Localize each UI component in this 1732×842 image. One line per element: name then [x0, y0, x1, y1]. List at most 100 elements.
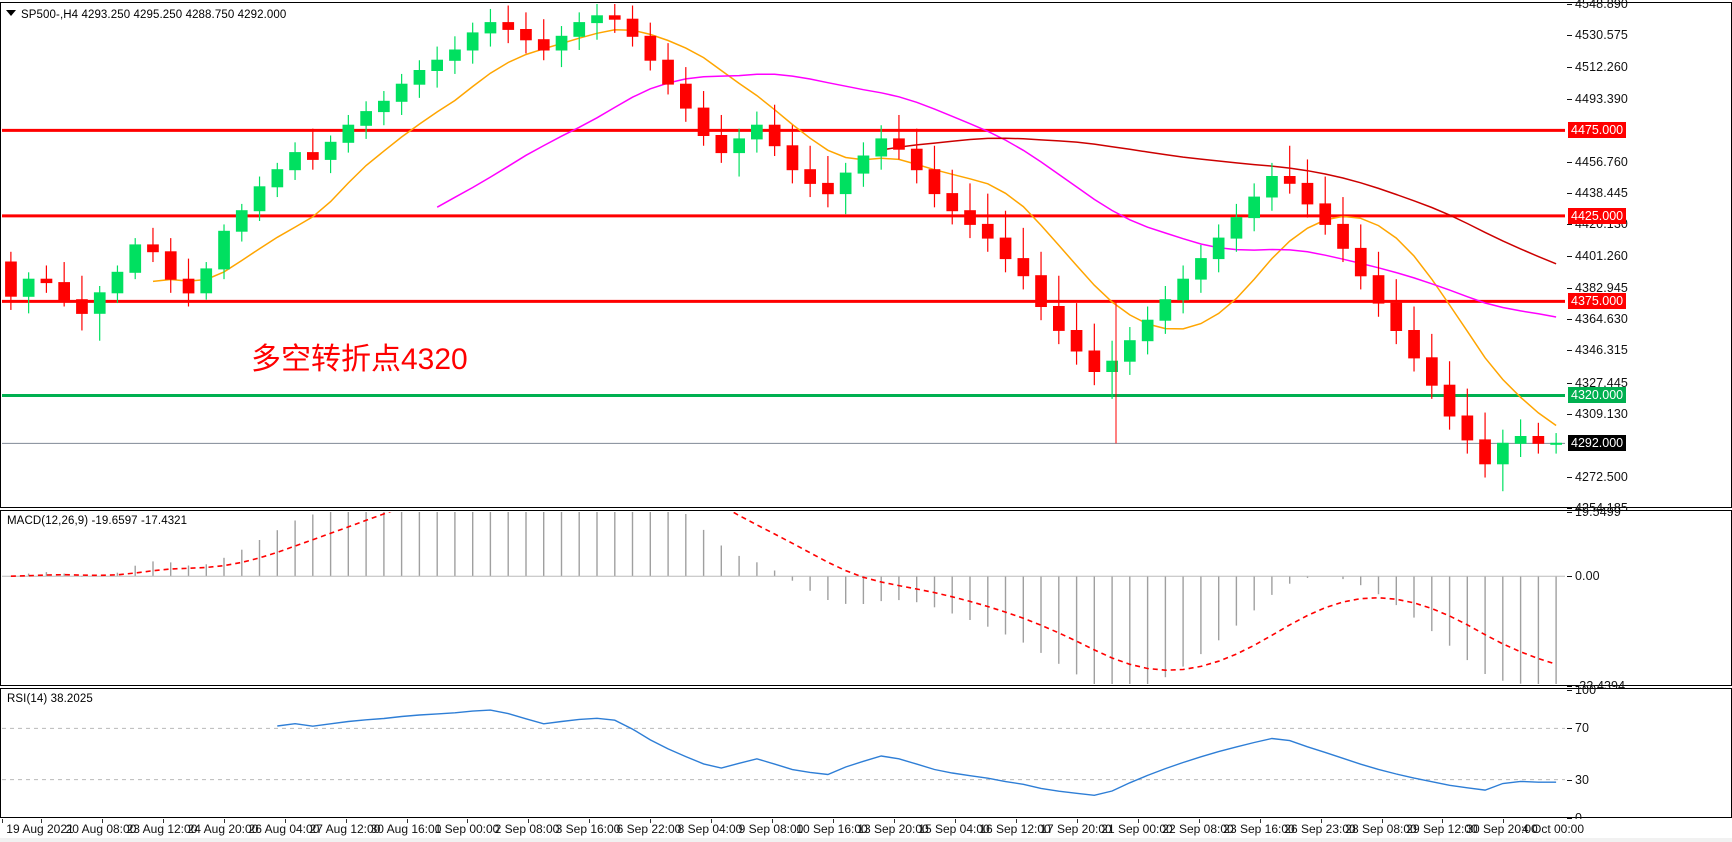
time-axis-label: 20 Aug 08:00	[65, 822, 137, 836]
time-axis-tick-mark	[1199, 819, 1200, 823]
axis-tick-mark	[1567, 382, 1572, 384]
time-axis-label: 28 Sep 08:00	[1345, 822, 1417, 836]
time-axis-label: 26 Aug 04:00	[248, 822, 320, 836]
price-axis-tick: 4272.500	[1575, 469, 1628, 484]
time-axis-tick-mark	[589, 819, 590, 823]
time-axis-tick-mark	[224, 819, 225, 823]
time-axis-tick-mark	[285, 819, 286, 823]
price-svg	[2, 4, 1565, 492]
chart-annotation-text: 多空转折点4320	[251, 343, 468, 376]
price-axis-tick: 4346.315	[1575, 343, 1628, 358]
time-axis-tick-mark	[1260, 819, 1261, 823]
time-axis-label: 15 Sep 04:00	[918, 822, 990, 836]
time-axis-label: 23 Sep 16:00	[1223, 822, 1295, 836]
price-axis-tick: 4364.630	[1575, 312, 1628, 327]
axis-tick-mark	[1567, 224, 1572, 226]
time-axis-label: 21 Sep 00:00	[1101, 822, 1173, 836]
macd-axis-tick: 0.00	[1575, 569, 1600, 584]
time-axis-label: 1 Sep 00:00	[434, 822, 500, 836]
axis-tick-mark	[1567, 319, 1572, 321]
time-axis-tick-mark	[41, 819, 42, 823]
axis-tick-mark	[1567, 512, 1572, 513]
axis-tick-mark	[1567, 4, 1572, 5]
price-axis-tick: 4401.260	[1575, 249, 1628, 264]
axis-tick-mark	[1567, 192, 1572, 194]
axis-tick-mark	[1567, 287, 1572, 289]
time-axis-label: 10 Sep 16:00	[796, 822, 868, 836]
time-axis-label: 6 Sep 22:00	[616, 822, 682, 836]
rsi-axis-tick: 30	[1575, 772, 1590, 787]
time-axis-tick-mark	[1442, 819, 1443, 823]
rsi-panel[interactable]: 100 70 30 0 RSI(14) 38.2025	[0, 683, 1732, 825]
price-level-tag[interactable]: 4475.000	[1568, 122, 1627, 139]
price-level-tag[interactable]: 4375.000	[1568, 293, 1627, 310]
axis-tick-mark	[1567, 818, 1572, 819]
horizontal-scrollbar[interactable]	[0, 838, 1732, 842]
axis-tick-mark	[1567, 66, 1572, 68]
time-axis-label: 13 Sep 20:00	[857, 822, 929, 836]
price-axis-tick: 4530.575	[1575, 28, 1628, 43]
time-axis-tick-mark	[1382, 819, 1383, 823]
time-axis-label: 26 Sep 23:00	[1284, 822, 1356, 836]
price-axis-tick: 4493.390	[1575, 91, 1628, 106]
rsi-axis-tick: 0	[1575, 811, 1583, 825]
time-x-axis[interactable]: 19 Aug 2021 20 Aug 08:00 23 Aug 12:00 24 Au…	[0, 819, 1732, 842]
macd-axis-tick: 19.5499	[1575, 505, 1621, 519]
rsi-panel-header: RSI(14) 38.2025	[7, 693, 93, 705]
rsi-svg	[2, 709, 1565, 797]
axis-tick-mark	[1567, 161, 1572, 163]
time-axis-label: 4 Oct 00:00	[1521, 822, 1585, 836]
time-axis-tick-mark	[163, 819, 164, 823]
time-axis-label: 22 Sep 08:00	[1162, 822, 1234, 836]
time-axis-tick-mark	[711, 819, 712, 823]
price-axis-tick: 4438.445	[1575, 185, 1628, 200]
time-axis-tick-mark	[1503, 819, 1504, 823]
time-axis-label: 17 Sep 20:00	[1040, 822, 1112, 836]
time-axis-tick-mark	[833, 819, 834, 823]
price-axis-tick: 4512.260	[1575, 59, 1628, 74]
axis-tick-mark	[1567, 98, 1572, 100]
time-axis-tick-mark	[102, 819, 103, 823]
time-axis-tick-mark	[467, 819, 468, 823]
price-y-axis[interactable]: 4548.890 4530.575 4512.260 4493.390 4456.760…	[1567, 0, 1731, 515]
macd-y-axis: 19.5499 0.00 -33.4394	[1567, 505, 1731, 693]
time-axis-label: 23 Aug 12:00	[126, 822, 198, 836]
axis-tick-mark	[1567, 686, 1572, 687]
price-chart-panel[interactable]: 多空转折点4320 4548.890 4530.575 4512.260 4493.3…	[0, 0, 1732, 515]
rsi-y-axis: 100 70 30 0	[1567, 683, 1731, 825]
time-axis-label: 24 Aug 20:00	[187, 822, 259, 836]
rsi-axis-tick: 70	[1575, 721, 1590, 736]
time-axis-tick-mark	[772, 819, 773, 823]
price-level-tag[interactable]: 4320.000	[1568, 387, 1627, 404]
time-axis-tick-mark	[894, 819, 895, 823]
macd-plot-area[interactable]	[2, 512, 1565, 684]
time-axis-tick-mark	[650, 819, 651, 823]
price-axis-tick: 4548.890	[1575, 0, 1628, 11]
macd-panel[interactable]: 19.5499 0.00 -33.4394 MACD(12,26,9) -19.65…	[0, 505, 1732, 693]
price-axis-tick: 4309.130	[1575, 407, 1628, 422]
price-plot-area[interactable]: 多空转折点4320	[2, 4, 1565, 506]
price-panel-header: SP500-,H4 4293.250 4295.250 4288.750 429…	[21, 9, 287, 21]
price-level-tag[interactable]: 4292.000	[1568, 435, 1627, 452]
time-axis-tick-mark	[528, 819, 529, 823]
price-axis-tick: 4382.945	[1575, 280, 1628, 295]
triangle-down-icon[interactable]	[6, 10, 16, 16]
axis-tick-mark	[1567, 35, 1572, 37]
macd-panel-header: MACD(12,26,9) -19.6597 -17.4321	[7, 515, 188, 527]
time-axis-label: 3 Sep 16:00	[555, 822, 621, 836]
time-axis-tick-mark	[1077, 819, 1078, 823]
price-level-tag[interactable]: 4425.000	[1568, 207, 1627, 224]
axis-tick-mark	[1567, 350, 1572, 352]
axis-tick-mark	[1567, 690, 1572, 691]
time-axis-label: 16 Sep 12:00	[979, 822, 1051, 836]
time-axis-label: 8 Sep 04:00	[677, 822, 743, 836]
time-axis-label: 9 Sep 08:00	[738, 822, 804, 836]
rsi-plot-area[interactable]	[2, 690, 1565, 816]
time-axis-label: 2 Sep 08:00	[494, 822, 560, 836]
time-axis-tick-mark	[2, 819, 3, 823]
time-axis-tick-mark	[1016, 819, 1017, 823]
axis-tick-mark	[1567, 508, 1572, 509]
axis-tick-mark	[1567, 414, 1572, 416]
time-axis-label: 30 Sep 20:00	[1466, 822, 1538, 836]
